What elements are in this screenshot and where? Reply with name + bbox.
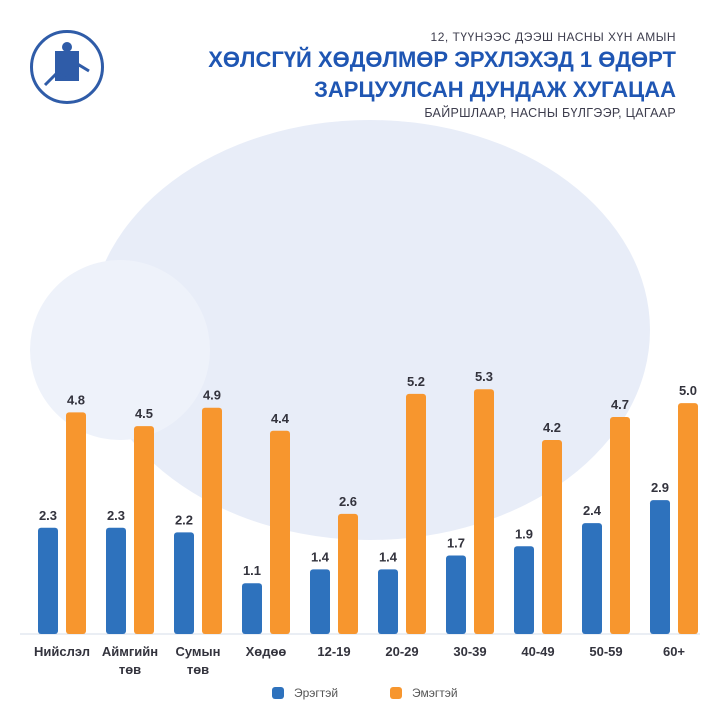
data-label-male-7: 1.9 <box>515 526 533 541</box>
data-label-female-4: 2.6 <box>339 494 357 509</box>
bar-female-6 <box>474 389 494 634</box>
subtitle-top: 12, ТҮҮНЭЭС ДЭЭШ НАСНЫ ХҮН АМЫН <box>430 30 676 44</box>
x-tick-label-5: 20-29 <box>385 644 418 659</box>
legend-female-swatch <box>390 687 402 699</box>
bar-female-4 <box>338 513 358 634</box>
data-label-female-7: 4.2 <box>543 420 561 435</box>
x-tick-label-3: Хөдөө <box>246 644 287 659</box>
data-label-male-1: 2.3 <box>107 508 125 523</box>
data-label-female-6: 5.3 <box>475 369 493 384</box>
logo-icon <box>30 30 104 104</box>
legend-male: Эрэгтэй <box>272 686 338 700</box>
data-label-female-8: 4.7 <box>611 397 629 412</box>
data-label-male-4: 1.4 <box>311 549 330 564</box>
x-tick-label-6: 30-39 <box>453 644 486 659</box>
subtitle-bottom: БАЙРШЛААР, НАСНЫ БҮЛГЭЭР, ЦАГААР <box>424 106 676 120</box>
data-label-female-3: 4.4 <box>271 411 290 426</box>
bar-male-2 <box>174 532 194 634</box>
x-tick-label-4: 12-19 <box>317 644 350 659</box>
bar-male-5 <box>378 569 398 634</box>
data-label-male-5: 1.4 <box>379 549 398 564</box>
bar-male-0 <box>38 527 58 634</box>
bar-male-4 <box>310 569 330 634</box>
data-label-male-6: 1.7 <box>447 535 465 550</box>
data-label-male-2: 2.2 <box>175 512 193 527</box>
title-line-1: ХӨЛСГҮЙ ХӨДӨЛМӨР ЭРХЛЭХЭД 1 ӨДӨРТ <box>208 47 676 72</box>
bar-female-9 <box>678 403 698 634</box>
data-label-male-8: 2.4 <box>583 503 602 518</box>
data-label-male-9: 2.9 <box>651 480 669 495</box>
bar-male-8 <box>582 523 602 634</box>
bar-female-5 <box>406 393 426 634</box>
x-tick-label-7: 40-49 <box>521 644 554 659</box>
bar-male-6 <box>446 555 466 634</box>
legend-female-label: Эмэгтэй <box>412 686 458 700</box>
header: 12, ТҮҮНЭЭС ДЭЭШ НАСНЫ ХҮН АМЫН ХӨЛСГҮЙ … <box>156 30 676 120</box>
bar-male-9 <box>650 500 670 634</box>
data-label-male-3: 1.1 <box>243 563 261 578</box>
x-tick-label-9: 60+ <box>663 644 685 659</box>
bar-male-1 <box>106 527 126 634</box>
legend-male-label: Эрэгтэй <box>294 686 339 700</box>
data-label-female-0: 4.8 <box>67 392 85 407</box>
data-label-male-0: 2.3 <box>39 508 57 523</box>
data-label-female-5: 5.2 <box>407 374 425 389</box>
background-blob-small <box>30 260 210 440</box>
data-label-female-9: 5.0 <box>679 383 697 398</box>
bar-female-3 <box>270 430 290 634</box>
bar-female-7 <box>542 440 562 634</box>
title-line-2: ЗАРЦУУЛСАН ДУНДАЖ ХУГАЦАА <box>314 77 676 102</box>
data-label-female-2: 4.9 <box>203 388 221 403</box>
data-label-female-1: 4.5 <box>135 406 153 421</box>
bar-female-2 <box>202 407 222 634</box>
x-tick-label-2: Сумын төв <box>175 644 220 677</box>
bar-male-3 <box>242 583 262 634</box>
bar-female-1 <box>134 426 154 634</box>
legend-male-swatch <box>272 687 284 699</box>
x-tick-label-1: Аймгийн төв <box>102 644 158 677</box>
x-tick-label-0: Нийслэл <box>34 644 90 659</box>
bar-female-8 <box>610 416 630 634</box>
legend-female: Эмэгтэй <box>390 686 458 700</box>
x-tick-label-8: 50-59 <box>589 644 622 659</box>
bar-male-7 <box>514 546 534 634</box>
bar-female-0 <box>66 412 86 634</box>
